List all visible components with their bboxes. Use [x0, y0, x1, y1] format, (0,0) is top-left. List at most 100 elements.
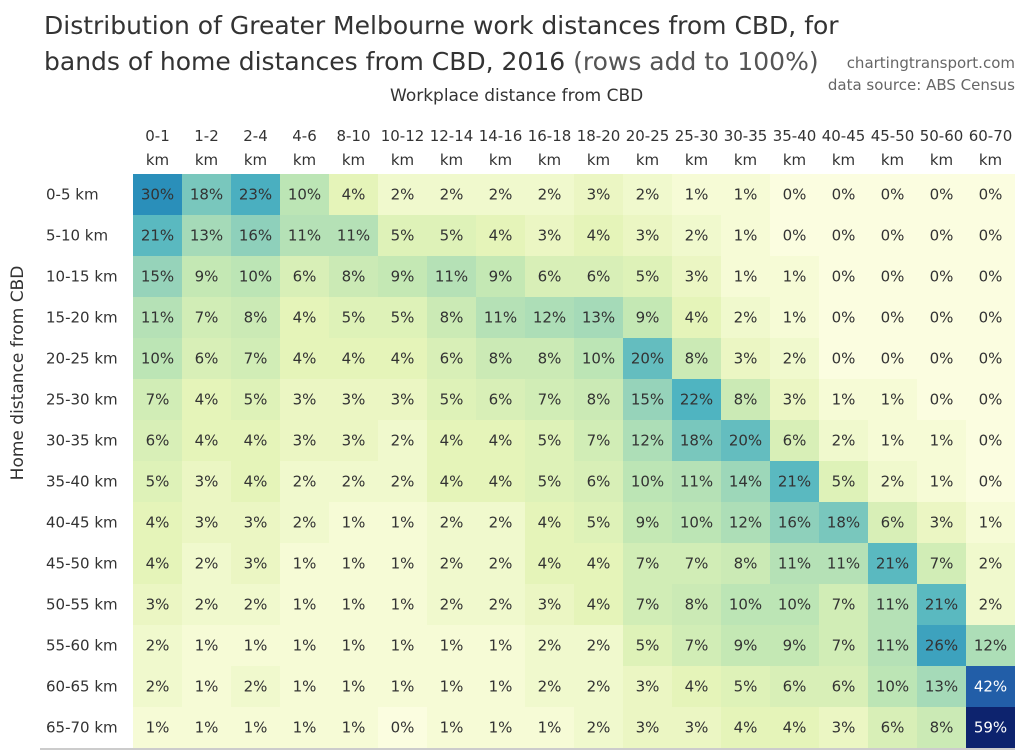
cell-value-label: 9%: [783, 637, 807, 655]
heatmap-cell: [966, 502, 1015, 543]
heatmap-cell: [574, 543, 623, 584]
heatmap-cell: [721, 502, 770, 543]
heatmap-cell: [182, 174, 231, 215]
heatmap-cell: [427, 625, 476, 666]
cell-value-label: 4%: [342, 350, 366, 368]
heatmap-cell: [427, 215, 476, 256]
cell-value-label: 1%: [195, 719, 219, 737]
heatmap-cell: [378, 707, 427, 748]
heatmap-cell: [966, 338, 1015, 379]
cell-value-label: 2%: [538, 678, 562, 696]
cell-value-label: 1%: [244, 637, 268, 655]
cell-value-label: 1%: [195, 678, 219, 696]
chart-credit: chartingtransport.com data source: ABS C…: [828, 52, 1015, 96]
cell-value-label: 6%: [489, 391, 513, 409]
heatmap-cell: [231, 461, 280, 502]
cell-value-label: 7%: [832, 637, 856, 655]
cell-value-label: 2%: [587, 678, 611, 696]
cell-value-label: 10%: [729, 596, 762, 614]
cell-value-label: 6%: [440, 350, 464, 368]
cell-value-label: 5%: [538, 473, 562, 491]
cell-value-label: 3%: [293, 432, 317, 450]
heatmap-cell: [427, 461, 476, 502]
heatmap-cell: [819, 297, 868, 338]
cell-value-label: 4%: [293, 309, 317, 327]
cell-value-label: 6%: [832, 678, 856, 696]
heatmap-cell: [917, 584, 966, 625]
heatmap-cell: [476, 584, 525, 625]
cell-value-label: 26%: [925, 637, 958, 655]
heatmap-cell: [329, 584, 378, 625]
heatmap-cell: [917, 256, 966, 297]
cell-value-label: 1%: [930, 432, 954, 450]
cell-value-label: 13%: [925, 678, 958, 696]
heatmap-cell: [672, 502, 721, 543]
cell-value-label: 1%: [293, 719, 317, 737]
heatmap-cell: [868, 338, 917, 379]
cell-value-label: 1%: [783, 268, 807, 286]
column-header-label: km: [440, 151, 463, 169]
cell-value-label: 0%: [979, 350, 1003, 368]
cell-value-label: 13%: [582, 309, 615, 327]
cell-value-label: 10%: [141, 350, 174, 368]
cell-value-label: 1%: [293, 637, 317, 655]
row-header-label: 45-50 km: [46, 555, 118, 573]
column-header-label: 14-16: [479, 127, 523, 145]
cell-value-label: 11%: [778, 555, 811, 573]
cell-value-label: 18%: [827, 514, 860, 532]
cell-value-label: 2%: [391, 432, 415, 450]
heatmap-cell: [280, 256, 329, 297]
cell-value-label: 5%: [244, 391, 268, 409]
heatmap-cell: [280, 461, 329, 502]
cell-value-label: 5%: [391, 309, 415, 327]
cell-value-label: 7%: [587, 432, 611, 450]
heatmap-cell: [133, 502, 182, 543]
cell-value-label: 21%: [876, 555, 909, 573]
heatmap-cell: [917, 215, 966, 256]
column-header-label: 40-45: [822, 127, 866, 145]
cell-value-label: 1%: [391, 678, 415, 696]
cell-value-label: 6%: [538, 268, 562, 286]
heatmap-cell: [672, 625, 721, 666]
heatmap-cell: [574, 338, 623, 379]
row-header-label: 10-15 km: [46, 268, 118, 286]
row-header-label: 55-60 km: [46, 637, 118, 655]
cell-value-label: 9%: [636, 514, 660, 532]
cell-value-label: 7%: [636, 596, 660, 614]
cell-value-label: 7%: [195, 309, 219, 327]
cell-value-label: 5%: [538, 432, 562, 450]
heatmap-cell: [378, 584, 427, 625]
heatmap-cell: [182, 502, 231, 543]
cell-value-label: 10%: [582, 350, 615, 368]
cell-value-label: 1%: [440, 678, 464, 696]
cell-value-label: 1%: [734, 268, 758, 286]
cell-value-label: 21%: [141, 227, 174, 245]
heatmap-cell: [378, 502, 427, 543]
cell-value-label: 5%: [440, 391, 464, 409]
cell-value-label: 11%: [288, 227, 321, 245]
cell-value-label: 4%: [734, 719, 758, 737]
cell-value-label: 0%: [832, 309, 856, 327]
cell-value-label: 11%: [484, 309, 517, 327]
heatmap-cell: [329, 543, 378, 584]
column-header-label: 0-1: [145, 127, 170, 145]
cell-value-label: 11%: [827, 555, 860, 573]
cell-value-label: 4%: [440, 473, 464, 491]
cell-value-label: 2%: [146, 637, 170, 655]
row-header-label: 25-30 km: [46, 391, 118, 409]
cell-value-label: 7%: [244, 350, 268, 368]
cell-value-label: 8%: [734, 555, 758, 573]
cell-value-label: 3%: [391, 391, 415, 409]
cell-value-label: 8%: [685, 596, 709, 614]
cell-value-label: 1%: [391, 514, 415, 532]
heatmap-cell: [623, 338, 672, 379]
cell-value-label: 8%: [538, 350, 562, 368]
heatmap-cell: [966, 215, 1015, 256]
heatmap-cell: [133, 666, 182, 707]
heatmap-cell: [770, 584, 819, 625]
chart-title-suffix: (rows add to 100%): [573, 47, 819, 76]
cell-value-label: 0%: [979, 186, 1003, 204]
heatmap-cell: [476, 174, 525, 215]
cell-value-label: 6%: [587, 473, 611, 491]
cell-value-label: 7%: [636, 555, 660, 573]
